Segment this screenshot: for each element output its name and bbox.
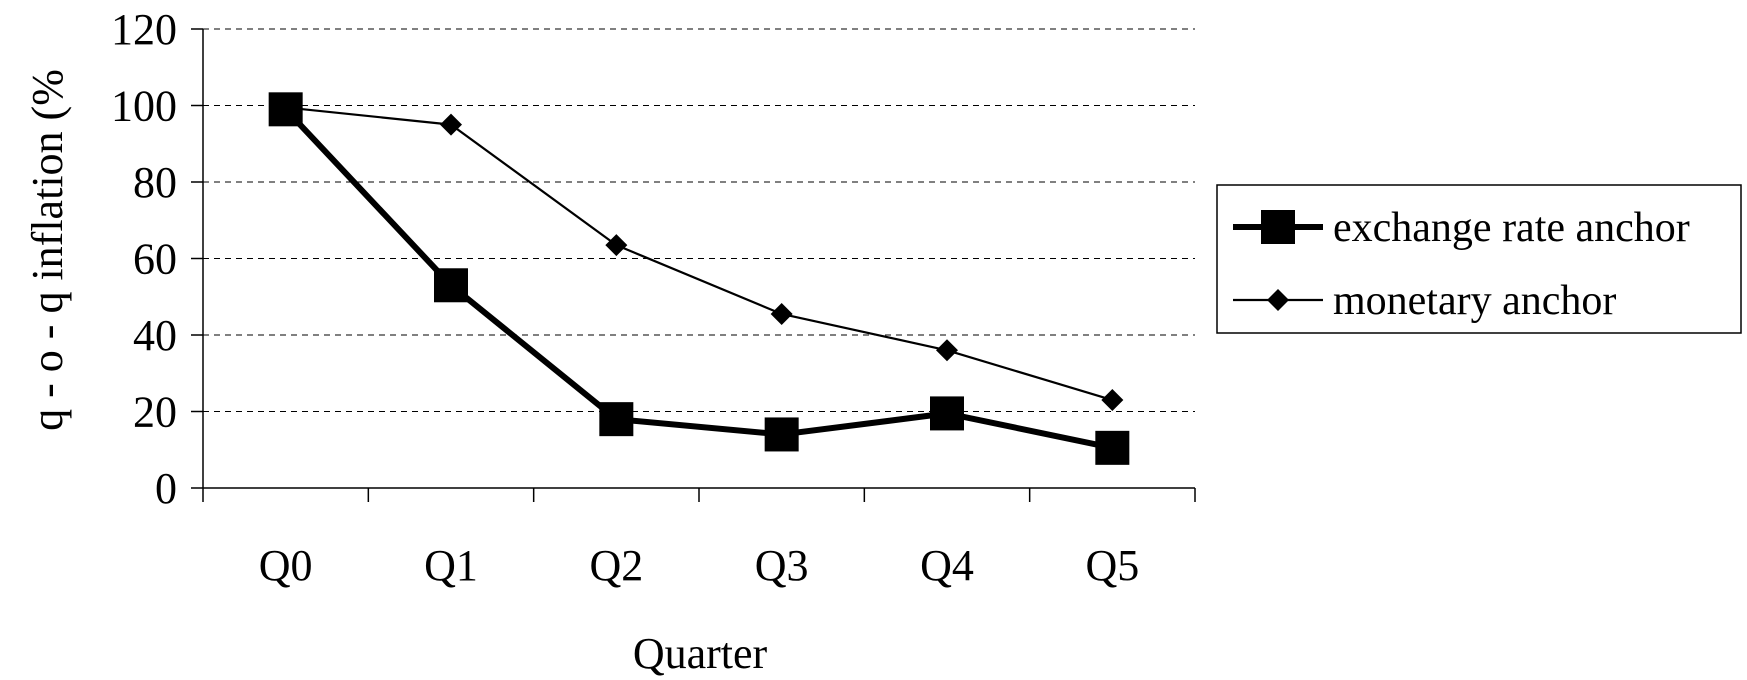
diamond-marker	[440, 113, 462, 136]
x-tick-label: Q5	[1085, 541, 1139, 590]
series-2	[274, 96, 1124, 412]
tick-labels: 0 20 40 60 80 100 120 Q0 Q1 Q2 Q3 Q4 Q5	[111, 5, 1139, 590]
diamond-marker	[1101, 389, 1124, 412]
y-tick-label: 40	[133, 311, 177, 360]
gridlines	[203, 28, 1195, 412]
y-axis-title: q - o - q inflation (%	[23, 69, 72, 431]
square-marker	[1095, 430, 1130, 465]
series-line	[285, 106, 1113, 402]
square-marker	[599, 402, 634, 437]
legend-marker	[1267, 289, 1289, 311]
diamond-marker	[770, 302, 793, 325]
square-marker	[434, 268, 468, 303]
x-tick-label: Q1	[424, 541, 478, 590]
square-marker	[764, 417, 799, 452]
diamond-marker	[936, 339, 958, 362]
legend-label: exchange rate anchor	[1333, 205, 1690, 251]
y-tick-label: 20	[133, 388, 177, 437]
y-tick-label: 80	[133, 158, 177, 207]
legend-item: exchange rate anchor	[1233, 205, 1690, 251]
x-tick-label: Q2	[589, 541, 643, 590]
axes	[191, 28, 1196, 502]
x-tick-label: Q3	[755, 541, 809, 590]
y-tick-label: 0	[155, 464, 177, 513]
legend-box	[1216, 184, 1742, 334]
x-tick-label: Q4	[920, 541, 974, 590]
y-tick-label: 100	[111, 82, 177, 131]
x-axis-title: Quarter	[633, 629, 768, 678]
square-marker	[930, 396, 964, 431]
diamond-marker	[605, 234, 628, 257]
x-tick-label: Q0	[259, 541, 313, 590]
legend-marker	[1261, 210, 1295, 244]
y-tick-label: 120	[111, 5, 177, 54]
legend-label: monetary anchor	[1333, 278, 1616, 324]
diamond-marker	[274, 96, 297, 119]
series-line	[283, 107, 1113, 451]
series-layer	[268, 92, 1130, 465]
legend: exchange rate anchor monetary anchor	[1216, 184, 1742, 334]
y-tick-label: 60	[133, 235, 177, 284]
legend-item: monetary anchor	[1233, 278, 1616, 324]
